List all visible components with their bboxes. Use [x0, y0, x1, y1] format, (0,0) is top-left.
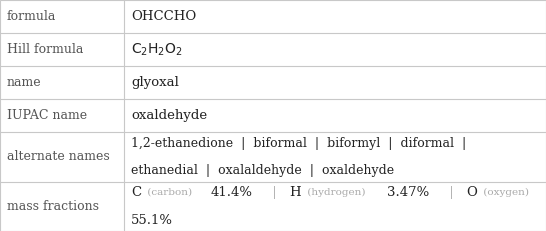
Text: formula: formula — [7, 10, 56, 23]
Text: $\mathregular{C_2H_2O_2}$: $\mathregular{C_2H_2O_2}$ — [131, 41, 183, 58]
Text: mass fractions: mass fractions — [7, 200, 98, 213]
Text: 55.1%: 55.1% — [131, 214, 173, 227]
Text: ethanedial  |  oxalaldehyde  |  oxaldehyde: ethanedial | oxalaldehyde | oxaldehyde — [131, 164, 394, 177]
Text: OHCCHO: OHCCHO — [131, 10, 197, 23]
Text: (hydrogen): (hydrogen) — [304, 188, 369, 197]
Text: glyoxal: glyoxal — [131, 76, 179, 89]
Text: H: H — [289, 186, 300, 199]
Text: (carbon): (carbon) — [144, 188, 195, 197]
Text: oxaldehyde: oxaldehyde — [131, 109, 207, 122]
Text: IUPAC name: IUPAC name — [7, 109, 87, 122]
Text: |: | — [442, 186, 461, 199]
Text: |: | — [265, 186, 283, 199]
Text: 41.4%: 41.4% — [210, 186, 252, 199]
Text: C: C — [131, 186, 141, 199]
Text: O: O — [466, 186, 477, 199]
Text: name: name — [7, 76, 41, 89]
Text: 1,2-ethanedione  |  biformal  |  biformyl  |  diformal  |: 1,2-ethanedione | biformal | biformyl | … — [131, 137, 466, 149]
Text: alternate names: alternate names — [7, 150, 109, 163]
Text: (oxygen): (oxygen) — [480, 188, 530, 197]
Text: 3.47%: 3.47% — [388, 186, 430, 199]
Text: Hill formula: Hill formula — [7, 43, 83, 56]
